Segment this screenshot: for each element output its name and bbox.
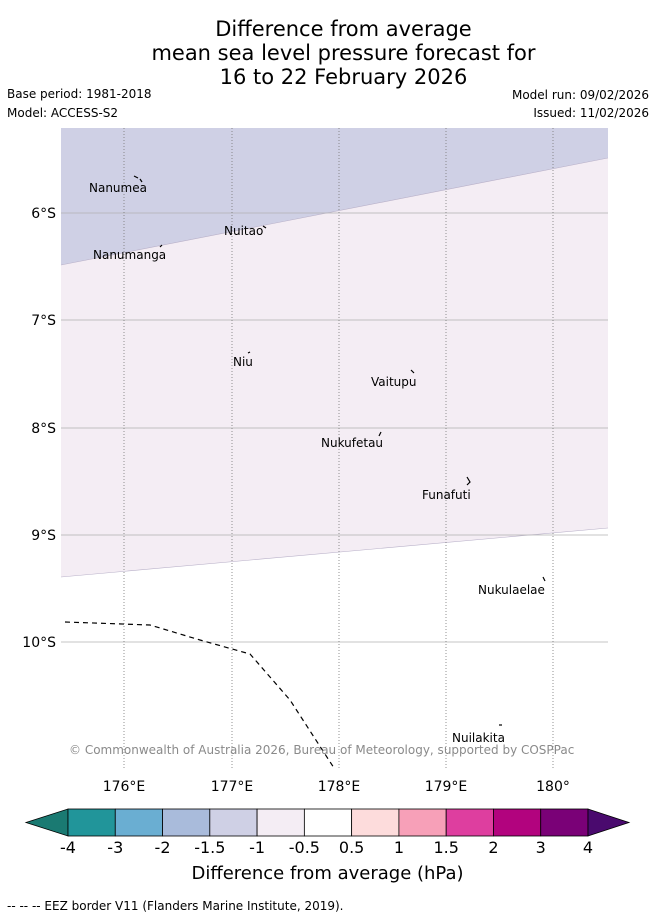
copyright-text: © Commonwealth of Australia 2026, Bureau… (69, 743, 574, 757)
island-nuitao (262, 225, 267, 229)
place-nukufetau: Nukufetau (321, 436, 383, 450)
lat-label-7s: 7°S (31, 313, 56, 329)
model-run: Model run: 09/02/2026 (511, 88, 649, 102)
colorbar-segment (398, 808, 447, 837)
colorbar-tick-label: -1 (249, 838, 266, 857)
eez-legend-footer: -- -- -- EEZ border V11 (Flanders Marine… (7, 899, 344, 913)
island-nanumea (133, 175, 143, 183)
lon-label-176e: 176°E (103, 779, 146, 795)
colorbar-segment (351, 808, 400, 837)
lon-label-177e: 177°E (211, 779, 254, 795)
colorbar-arrow-high (587, 808, 631, 837)
colorbar-segment (256, 808, 305, 837)
base-period: Base period: 1981-2018 (7, 87, 152, 101)
place-nuilakita: Nuilakita (452, 731, 505, 745)
island-nanumanga (159, 244, 163, 248)
lat-label-6s: 6°S (31, 206, 56, 222)
colorbar-tick-label: 1 (393, 838, 404, 857)
lat-label-9s: 9°S (31, 528, 56, 544)
place-vaitupu: Vaitupu (371, 375, 417, 389)
title-line-3: 16 to 22 February 2026 (219, 65, 468, 89)
lon-label-179e: 179°E (425, 779, 468, 795)
colorbar-segment (540, 808, 589, 837)
anomaly-zone-minus-0-5 (61, 158, 608, 577)
colorbar-tick-label: 1.5 (433, 838, 459, 857)
title-line-2: mean sea level pressure forecast for (151, 41, 536, 65)
model-name: Model: ACCESS-S2 (7, 106, 119, 120)
lat-label-10s: 10°S (22, 635, 56, 651)
island-nukulaelae (542, 576, 546, 582)
colorbar-tick-label: 4 (582, 838, 594, 857)
colorbar-segment (162, 808, 211, 837)
lat-gridlines (61, 212, 608, 643)
anomaly-zone-minus-1-5 (61, 128, 608, 265)
place-funafuti: Funafuti (422, 488, 471, 502)
colorbar-segment (493, 808, 542, 837)
colorbar-tick-label: 0.5 (338, 838, 365, 857)
colorbar-tick-label: -3 (107, 838, 124, 857)
contour-line (60, 157, 609, 266)
lon-gridlines (123, 128, 554, 770)
colorbar-arrow-low (24, 808, 69, 837)
place-nuitao: Nuitao (224, 224, 263, 238)
island-funafuti (466, 476, 471, 486)
colorbar (24, 808, 631, 837)
colorbar-segment (114, 808, 163, 837)
place-nanumea: Nanumea (89, 181, 147, 195)
colorbar-tick-label: -1.5 (194, 838, 226, 857)
island-niu (247, 351, 251, 354)
island-shapes (133, 175, 546, 726)
lon-label-180: 180° (536, 779, 570, 795)
colorbar-tick-label: -0.5 (288, 838, 320, 857)
colorbar-tick-label: 3 (535, 838, 546, 857)
colorbar-tick-label: -2 (154, 838, 171, 857)
issued-date: Issued: 11/02/2026 (533, 106, 649, 120)
contour-line (60, 527, 609, 578)
colorbar-tick-label: 2 (488, 838, 499, 857)
colorbar-segment (209, 808, 258, 837)
colorbar-label: Difference from average (hPa) (191, 863, 464, 884)
title-line-1: Difference from average (215, 17, 472, 41)
place-niu: Niu (233, 355, 253, 369)
place-nanumanga: Nanumanga (93, 248, 166, 262)
island-nukufetau (378, 431, 382, 437)
colorbar-segment (445, 808, 494, 837)
colorbar-segment (67, 808, 116, 837)
lon-label-178e: 178°E (318, 779, 361, 795)
eez-border (64, 621, 335, 769)
colorbar-tick-label: -4 (60, 838, 76, 857)
colorbar-segment (303, 808, 353, 837)
place-nukulaelae: Nukulaelae (478, 583, 545, 597)
lat-label-8s: 8°S (31, 421, 56, 437)
island-vaitupu (410, 369, 415, 374)
